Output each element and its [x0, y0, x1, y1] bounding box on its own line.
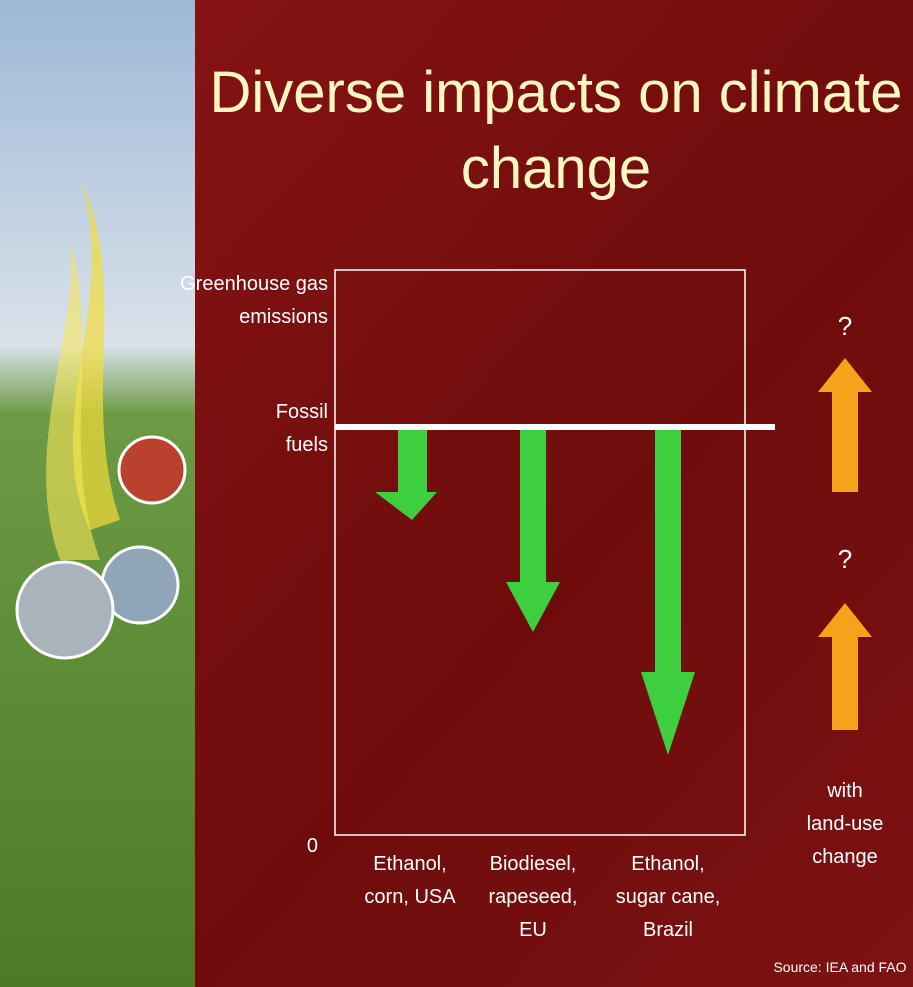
photo-circle	[15, 560, 115, 660]
title: Diverse impacts on climate change	[210, 60, 903, 201]
category-label: Biodiesel, rapeseed, EU	[489, 853, 578, 941]
arrow-down	[506, 430, 560, 632]
arrow-up	[818, 603, 872, 730]
arrow-down	[375, 430, 437, 520]
decoration	[72, 180, 120, 530]
question-mark: ?	[838, 544, 852, 574]
land-use-arrows	[818, 358, 872, 730]
land-use-label: with land-use change	[807, 780, 884, 868]
category-label: Ethanol, corn, USA	[364, 853, 456, 908]
zero-label: 0	[307, 835, 318, 857]
category-label: Ethanol, sugar cane, Brazil	[616, 853, 721, 941]
photo-circle	[117, 435, 187, 505]
y-axis-label: Greenhouse gas emissions	[180, 273, 328, 328]
decoration	[46, 240, 100, 560]
source: Source: IEA and FAO	[773, 959, 906, 975]
plot-frame	[334, 269, 746, 836]
arrow-down	[641, 430, 695, 755]
question-mark: ?	[838, 311, 852, 341]
reference-label: Fossil fuels	[276, 401, 328, 456]
arrow-up	[818, 358, 872, 492]
arrows	[375, 430, 695, 755]
